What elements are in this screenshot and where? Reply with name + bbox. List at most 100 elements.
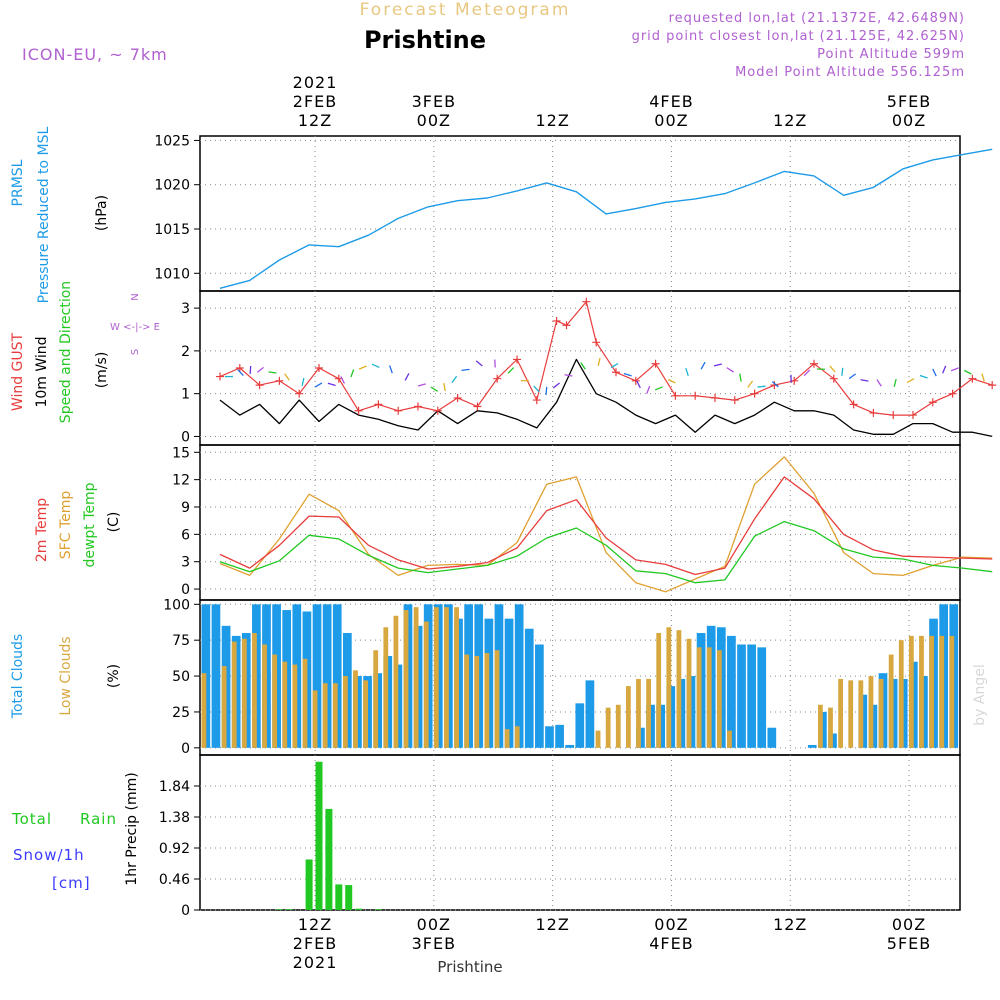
low-clouds-bar — [848, 680, 854, 748]
temp-unit-label: (C) — [106, 512, 122, 533]
temp-grid — [200, 445, 960, 600]
low-clouds-bar — [898, 640, 904, 748]
pressure-frame — [199, 135, 961, 292]
top-axis-label: 12Z — [535, 111, 569, 130]
wind-gust-marker — [968, 374, 977, 383]
low-clouds-bar — [595, 730, 601, 748]
wind-direction-arrow — [533, 385, 540, 393]
chart-location: Prishtine — [364, 26, 486, 54]
wind-ytick-label: 3 — [181, 301, 190, 317]
pressure-ytick-label: 1020 — [154, 178, 190, 194]
wind-grid — [200, 291, 960, 445]
wind-direction-arrow — [981, 373, 985, 382]
wind-direction-arrow — [919, 374, 928, 379]
low-clouds-bar — [727, 730, 732, 748]
wind-direction-arrow — [389, 365, 393, 374]
sfc-temp-line — [219, 456, 993, 593]
wind-gust-marker — [730, 396, 739, 405]
total-clouds-bar — [747, 644, 756, 748]
wind-gust-marker — [562, 321, 571, 330]
total-clouds-bar — [504, 618, 514, 748]
precip-bar — [374, 909, 382, 910]
wind-direction-arrow — [564, 374, 573, 377]
bottom-axis-label: 12Z — [535, 915, 569, 934]
low-clouds-bar — [838, 678, 844, 748]
low-clouds-bar — [656, 633, 662, 748]
temp-ytick-label: 3 — [181, 555, 190, 571]
clouds-ytick-label: 75 — [172, 633, 190, 649]
bottom-axis-label: 00Z — [892, 915, 926, 934]
precip-bar — [285, 909, 293, 910]
temp-ytick-label: 6 — [181, 527, 190, 543]
total-clouds-bar — [555, 724, 564, 748]
precip-unit-label: 1hr Precip (mm) — [124, 772, 140, 885]
temp-yticks: 15 12 9 6 3 0 — [172, 445, 200, 598]
bottom-axis-label: 00Z — [654, 915, 688, 934]
point-altitude: Point Altitude 599m — [817, 47, 965, 62]
wind-direction-arrow — [327, 382, 336, 387]
temp-2m-label: 2m Temp — [34, 498, 50, 562]
low-clouds-bar — [221, 666, 227, 748]
wind-direction-arrow — [876, 379, 882, 387]
low-clouds-bar — [332, 683, 338, 748]
low-clouds-bar — [858, 680, 864, 748]
low-clouds-bar — [342, 676, 348, 748]
wind-direction-arrow — [597, 357, 601, 367]
total-label: Total — [11, 810, 52, 828]
snow-unit-label: [cm] — [52, 874, 91, 892]
low-clouds-bar — [484, 653, 490, 748]
wind-labels: Wind GUST 10m Wind Speed and Direction (… — [10, 281, 160, 423]
wind-frame — [199, 290, 961, 446]
precip-panel: 1.84 1.38 0.92 0.46 0 — [159, 754, 961, 919]
low-clouds-bar — [696, 647, 702, 748]
wind-direction-arrow — [623, 372, 632, 377]
requested-coords: requested lon,lat (21.1372E, 42.6489N) — [669, 11, 965, 26]
pressure-unit-label: (hPa) — [94, 195, 110, 231]
top-axis-label: 3FEB — [412, 92, 456, 111]
grid-point-coords: grid point closest lon,lat (21.125E, 42.… — [632, 29, 965, 44]
wind-direction-arrow — [932, 368, 937, 377]
total-clouds-bar — [767, 727, 777, 748]
precip-grid — [200, 755, 960, 911]
wind-direction-arrow — [654, 386, 663, 391]
temp-series — [219, 456, 993, 593]
wind-gust-marker — [671, 391, 680, 400]
wind-direction-arrow — [358, 365, 367, 370]
bottom-axis-label: 2FEB — [293, 934, 337, 953]
temp-ytick-label: 12 — [172, 473, 190, 489]
wind-gust-marker — [493, 374, 502, 383]
top-axis-label: 00Z — [892, 111, 926, 130]
precip-bar — [355, 908, 363, 910]
wind-gust-marker — [988, 381, 997, 390]
wind-direction-arrow — [443, 383, 446, 392]
wind-direction-arrow — [757, 385, 766, 388]
clouds-yticks: 100 75 50 25 0 — [163, 597, 200, 757]
footer-location: Prishtine — [437, 958, 502, 976]
wind-ytick-label: 1 — [181, 387, 190, 403]
precip-ytick-label: 0 — [181, 903, 190, 919]
temp-ytick-label: 15 — [172, 445, 190, 461]
low-clouds-bar — [494, 650, 500, 748]
wind-direction-arrow — [475, 360, 483, 367]
clouds-labels: Total Clouds Low Clouds (%) — [10, 634, 122, 719]
wind-gust-marker — [414, 402, 422, 411]
model-altitude: Model Point Altitude 556.125m — [735, 65, 965, 80]
wind-gust-marker — [315, 364, 323, 372]
top-axis-label: 5FEB — [887, 92, 931, 111]
precip-bar — [325, 808, 333, 910]
total-clouds-bar — [514, 604, 524, 748]
clouds-ytick-label: 100 — [163, 597, 190, 613]
low-clouds-bar — [302, 658, 308, 748]
low-clouds-bar — [888, 654, 894, 748]
low-clouds-bar — [828, 707, 833, 748]
temp-panel: 15 12 9 6 3 0 — [172, 444, 993, 601]
wind-gust-marker — [829, 374, 838, 383]
wind-gust-label: Wind GUST — [10, 332, 26, 411]
top-axis-label: 00Z — [417, 111, 451, 130]
low-clouds-bar — [504, 729, 510, 748]
clouds-ytick-label: 25 — [172, 705, 190, 721]
total-clouds-bar — [211, 604, 221, 748]
precip-ytick-label: 1.38 — [159, 810, 190, 826]
wind-gust-marker — [513, 355, 521, 364]
low-clouds-bar — [929, 635, 934, 748]
